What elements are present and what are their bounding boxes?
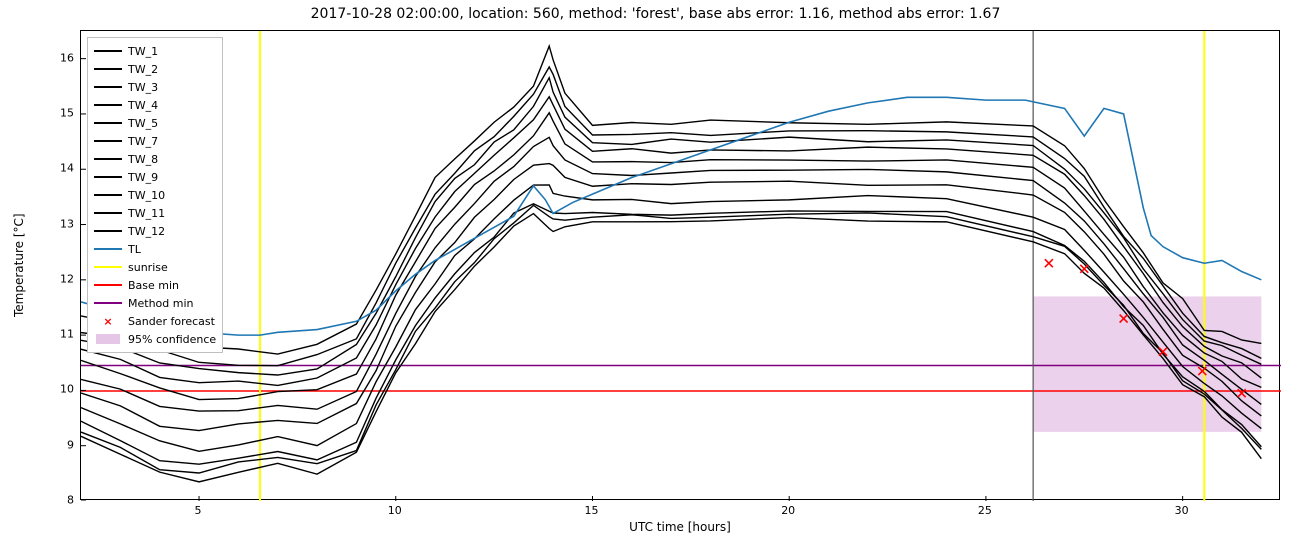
legend-swatch <box>94 278 122 292</box>
y-tick-label: 9 <box>50 438 74 451</box>
legend-item: sunrise <box>94 258 216 276</box>
legend-swatch <box>94 44 122 58</box>
legend-label: TW_2 <box>128 63 158 76</box>
y-tick-label: 10 <box>50 383 74 396</box>
legend-swatch <box>94 134 122 148</box>
legend-label: TW_3 <box>128 81 158 94</box>
legend-swatch <box>94 206 122 220</box>
legend-item: TW_1 <box>94 42 216 60</box>
legend-item: 95% confidence <box>94 330 216 348</box>
sander-marker-1 <box>1080 265 1088 273</box>
legend-label: TW_11 <box>128 207 165 220</box>
x-tick-label: 25 <box>978 504 992 517</box>
legend-swatch <box>94 260 122 274</box>
legend-label: TW_1 <box>128 45 158 58</box>
x-tick-label: 20 <box>781 504 795 517</box>
legend-swatch <box>94 188 122 202</box>
y-tick-label: 8 <box>50 494 74 507</box>
plot-svg <box>81 31 1281 501</box>
legend-item: Method min <box>94 294 216 312</box>
x-tick-label: 15 <box>584 504 598 517</box>
legend-label: TW_7 <box>128 135 158 148</box>
figure: 2017-10-28 02:00:00, location: 560, meth… <box>0 0 1311 547</box>
legend-item: TW_10 <box>94 186 216 204</box>
legend-swatch <box>94 152 122 166</box>
legend-swatch <box>94 242 122 256</box>
legend-swatch <box>94 332 122 346</box>
legend-swatch <box>94 170 122 184</box>
sander-marker-0 <box>1045 259 1053 267</box>
y-tick-label: 14 <box>50 162 74 175</box>
legend-item: TW_12 <box>94 222 216 240</box>
legend-label: TW_12 <box>128 225 165 238</box>
legend-label: TW_10 <box>128 189 165 202</box>
legend-item: Base min <box>94 276 216 294</box>
legend-label: TW_8 <box>128 153 158 166</box>
y-tick-label: 15 <box>50 106 74 119</box>
plot-axes: TW_1 TW_2 TW_3 TW_4 TW_5 TW_7 TW_8 TW_9 TW_10 TW_… <box>80 30 1280 500</box>
legend-label: Sander forecast <box>128 315 215 328</box>
legend-swatch <box>94 80 122 94</box>
legend-item: TW_11 <box>94 204 216 222</box>
legend-swatch <box>94 224 122 238</box>
y-tick-label: 11 <box>50 328 74 341</box>
y-axis-label: Temperature [°C] <box>12 30 32 500</box>
legend-swatch <box>94 62 122 76</box>
legend-label: TW_9 <box>128 171 158 184</box>
x-axis-label: UTC time [hours] <box>80 520 1280 534</box>
chart-title: 2017-10-28 02:00:00, location: 560, meth… <box>0 6 1311 22</box>
legend-item: TW_7 <box>94 132 216 150</box>
legend-label: TL <box>128 243 141 256</box>
x-tick-label: 30 <box>1175 504 1189 517</box>
legend-item: TW_3 <box>94 78 216 96</box>
legend-label: TW_5 <box>128 117 158 130</box>
legend-label: TW_4 <box>128 99 158 112</box>
legend-item: TW_2 <box>94 60 216 78</box>
legend-item: TL <box>94 240 216 258</box>
legend-swatch: × <box>94 314 122 328</box>
legend-item: × Sander forecast <box>94 312 216 330</box>
y-tick-label: 16 <box>50 51 74 64</box>
legend-item: TW_4 <box>94 96 216 114</box>
legend-swatch <box>94 98 122 112</box>
legend-swatch <box>94 116 122 130</box>
legend-item: TW_8 <box>94 150 216 168</box>
y-tick-label: 12 <box>50 272 74 285</box>
confidence-band <box>1033 296 1261 431</box>
legend-label: Method min <box>128 297 194 310</box>
x-tick-label: 10 <box>388 504 402 517</box>
x-tick-label: 5 <box>195 504 202 517</box>
legend: TW_1 TW_2 TW_3 TW_4 TW_5 TW_7 TW_8 TW_9 TW_10 TW_… <box>87 37 223 353</box>
legend-swatch <box>94 296 122 310</box>
legend-item: TW_5 <box>94 114 216 132</box>
legend-item: TW_9 <box>94 168 216 186</box>
legend-label: 95% confidence <box>128 333 216 346</box>
legend-label: sunrise <box>128 261 168 274</box>
y-tick-label: 13 <box>50 217 74 230</box>
legend-label: Base min <box>128 279 179 292</box>
